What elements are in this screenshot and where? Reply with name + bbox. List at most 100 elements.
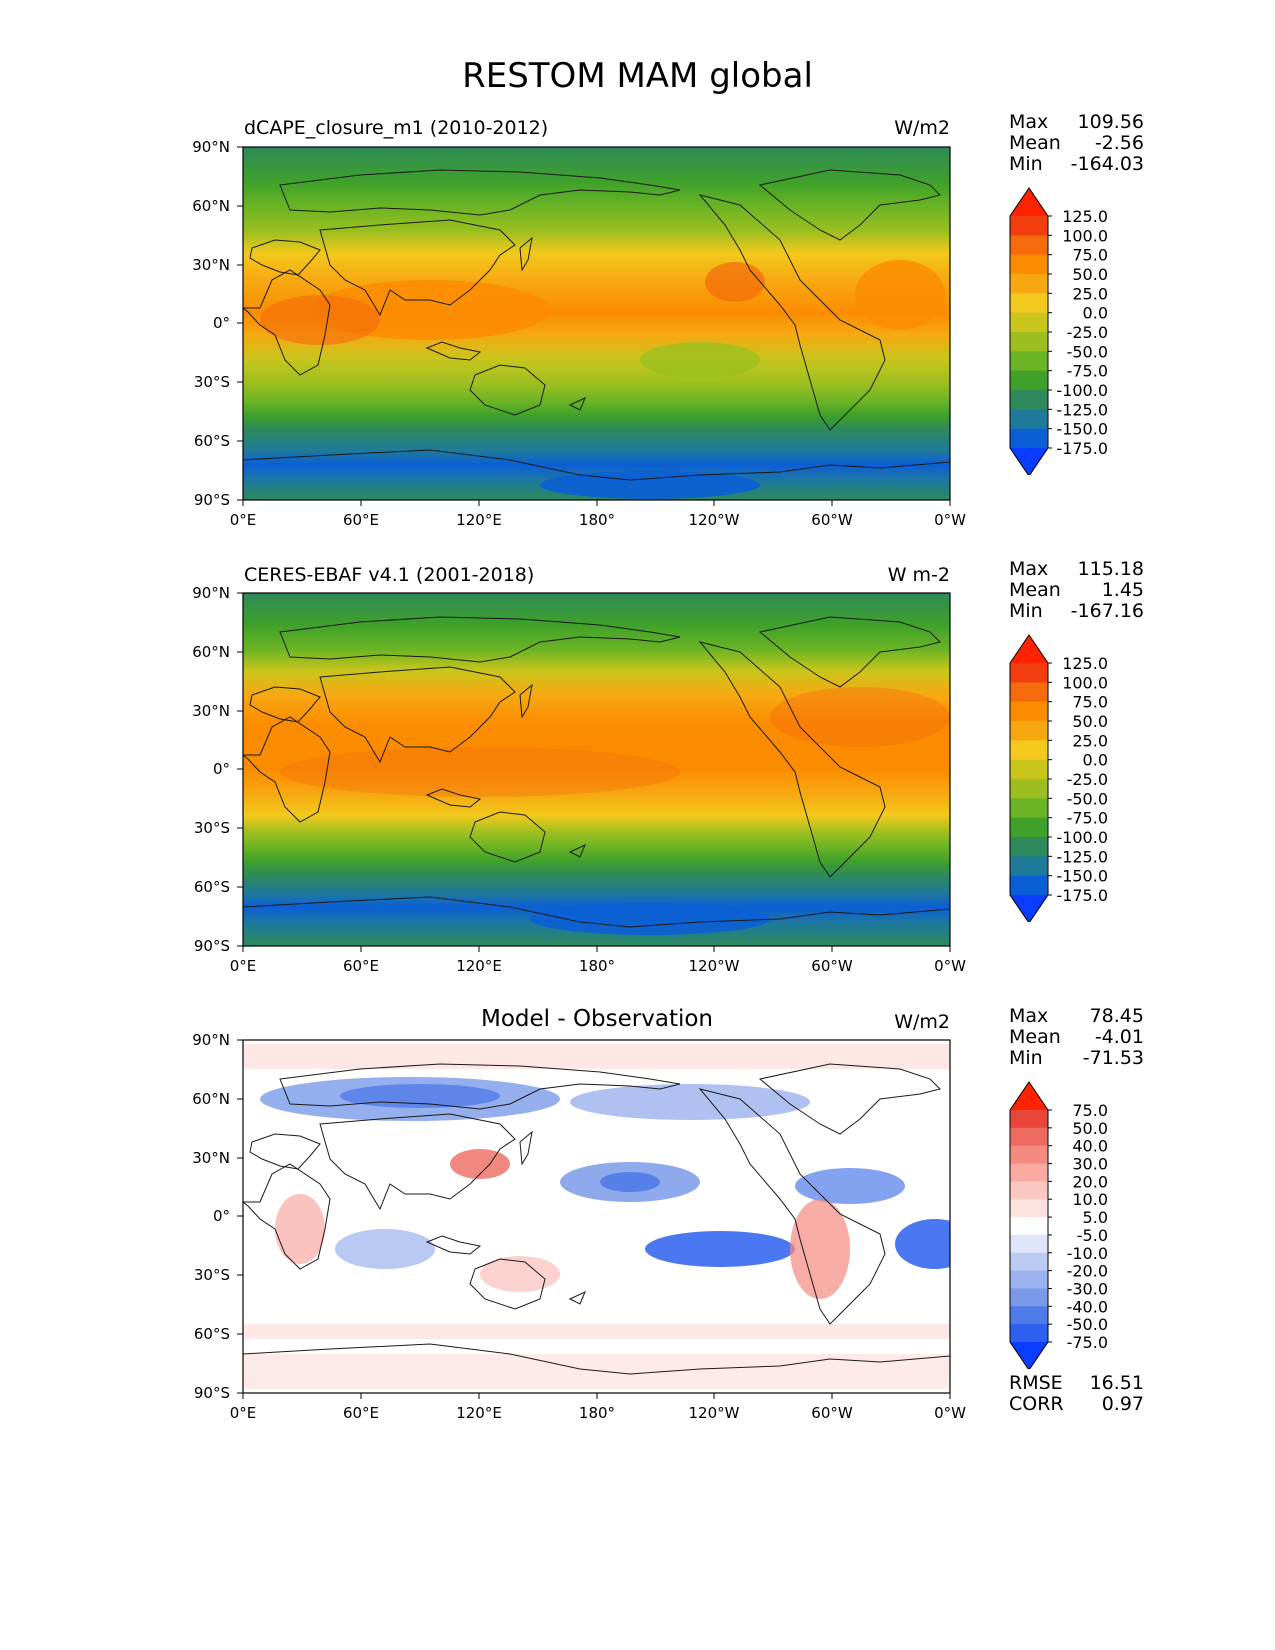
y-tick-label: 60°S [194, 432, 230, 450]
colorbar-tick-label: 0.0 [1083, 304, 1108, 323]
x-tick-label: 120°E [456, 957, 502, 975]
y-tick-label: 60°N [192, 197, 230, 215]
panel-2-stat-min: Min -167.16 [1009, 600, 1144, 622]
panel-3-map: 90°N 60°N 30°N 0° 30°S 60°S 90°S 0°E 60°… [192, 1031, 966, 1422]
colorbar-bin [1010, 1270, 1048, 1289]
colorbar-tick-label: 10.0 [1072, 1190, 1108, 1209]
colorbar-bin [1010, 390, 1048, 410]
colorbar-bin [1010, 1163, 1048, 1182]
panel-3-title: Model - Observation [480, 1006, 714, 1032]
panel-2-title: CERES-EBAF v4.1 (2001-2018) [244, 564, 535, 586]
panel-2-stat-mean: Mean 1.45 [1009, 579, 1144, 601]
colorbar-bin [1010, 1199, 1048, 1218]
panel-3-stat-min: Min -71.53 [1009, 1047, 1144, 1069]
panel-2-y-ticks [237, 592, 243, 947]
x-tick-label: 120°E [456, 1404, 502, 1422]
y-tick-label: 90°N [192, 138, 230, 156]
colorbar-tick-label: -40.0 [1067, 1297, 1108, 1316]
panel-2-x-ticks [242, 946, 951, 952]
colorbar-tick-label: -30.0 [1067, 1279, 1108, 1298]
colorbar-tick-label: 50.0 [1072, 1119, 1108, 1138]
y-tick-label: 90°N [192, 584, 230, 602]
panel-2-units: W m-2 [887, 564, 950, 586]
y-tick-label: 30°S [194, 1266, 230, 1284]
colorbar-bin [1010, 370, 1048, 391]
colorbar-bin [1010, 1145, 1048, 1165]
panel-3-colorbar: 75.050.040.030.020.010.05.0-5.0-10.0-20.… [1009, 1081, 1108, 1369]
panel-1-stat-min: Min -164.03 [1009, 153, 1144, 175]
x-tick-label: 120°W [689, 1404, 740, 1422]
x-tick-label: 60°E [343, 511, 379, 529]
panel-3-units: W/m2 [894, 1011, 950, 1033]
colorbar-tick-label: 25.0 [1072, 731, 1108, 750]
x-tick-label: 60°W [811, 511, 853, 529]
colorbar-tick-label: -175.0 [1056, 439, 1108, 458]
colorbar-tick-label: 125.0 [1062, 207, 1108, 226]
colorbar-bin [1010, 312, 1048, 333]
colorbar-tick-label: -175.0 [1056, 886, 1108, 905]
panel-2-stat-max: Max 115.18 [1009, 558, 1144, 580]
panel-1-colorbar: 125.0100.075.050.025.00.0-25.0-50.0-75.0… [1009, 187, 1108, 475]
y-tick-label: 30°N [192, 256, 230, 274]
colorbar-tick-label: -150.0 [1056, 867, 1108, 886]
colorbar-tick-label: -25.0 [1067, 323, 1108, 342]
colorbar-tick-label: 50.0 [1072, 712, 1108, 731]
colorbar-tick-label: 100.0 [1062, 226, 1108, 245]
colorbar-bin [1010, 1324, 1048, 1343]
colorbar-tick-label: -125.0 [1056, 847, 1108, 866]
colorbar-tick-label: -50.0 [1067, 789, 1108, 808]
panel-2-field [243, 593, 950, 946]
y-tick-label: 60°S [194, 878, 230, 896]
y-tick-label: 90°S [194, 491, 230, 509]
x-tick-label: 0°W [934, 1404, 966, 1422]
colorbar-bin [1010, 332, 1048, 352]
colorbar-bin [1010, 837, 1048, 857]
x-tick-label: 0°W [934, 511, 966, 529]
colorbar-tick-label: 40.0 [1072, 1137, 1108, 1156]
colorbar-bin [1010, 663, 1048, 683]
colorbar-tick-label: 75.0 [1072, 693, 1108, 712]
colorbar-bin [1010, 274, 1048, 294]
colorbar-tick-label: -25.0 [1067, 770, 1108, 789]
panel-3-stat-mean: Mean -4.01 [1009, 1026, 1144, 1048]
colorbar-bin [1010, 740, 1048, 761]
panel-3-y-ticks [237, 1039, 243, 1394]
x-tick-label: 0°E [230, 511, 257, 529]
colorbar-bin [1010, 428, 1048, 449]
x-tick-label: 120°E [456, 511, 502, 529]
colorbar-extend-max [1010, 635, 1048, 663]
colorbar-tick-label: 125.0 [1062, 654, 1108, 673]
colorbar-bin [1010, 721, 1048, 741]
y-tick-label: 30°S [194, 819, 230, 837]
x-tick-label: 120°W [689, 511, 740, 529]
colorbar-bin [1010, 235, 1048, 256]
colorbar-bin [1010, 1181, 1048, 1200]
colorbar-extend-min [1010, 448, 1048, 475]
colorbar-bin [1010, 856, 1048, 877]
y-tick-label: 0° [213, 1207, 230, 1225]
colorbar-tick-label: -125.0 [1056, 400, 1108, 419]
panel-1-stat-mean: Mean -2.56 [1009, 132, 1144, 154]
colorbar-bin [1010, 293, 1048, 314]
colorbar-bin [1010, 759, 1048, 780]
colorbar-tick-label: -100.0 [1056, 828, 1108, 847]
y-tick-label: 30°N [192, 702, 230, 720]
y-tick-label: 60°N [192, 643, 230, 661]
colorbar-bin [1010, 216, 1048, 236]
colorbar-bin [1010, 1110, 1048, 1129]
colorbar-bin [1010, 1252, 1048, 1272]
colorbar-tick-label: 20.0 [1072, 1172, 1108, 1191]
colorbar-extend-min [1010, 895, 1048, 922]
colorbar-bin [1010, 1288, 1048, 1307]
colorbar-tick-label: -50.0 [1067, 342, 1108, 361]
colorbar-bin [1010, 1217, 1048, 1236]
panel-1-x-ticks [242, 500, 951, 506]
panel-1-units: W/m2 [894, 117, 950, 139]
colorbar-extend-max [1010, 1082, 1048, 1110]
x-tick-label: 120°W [689, 957, 740, 975]
colorbar-tick-label: -10.0 [1067, 1244, 1108, 1263]
colorbar-tick-label: 25.0 [1072, 284, 1108, 303]
colorbar-bin [1010, 701, 1048, 722]
colorbar-extend-max [1010, 188, 1048, 216]
colorbar-tick-label: -5.0 [1077, 1226, 1108, 1245]
